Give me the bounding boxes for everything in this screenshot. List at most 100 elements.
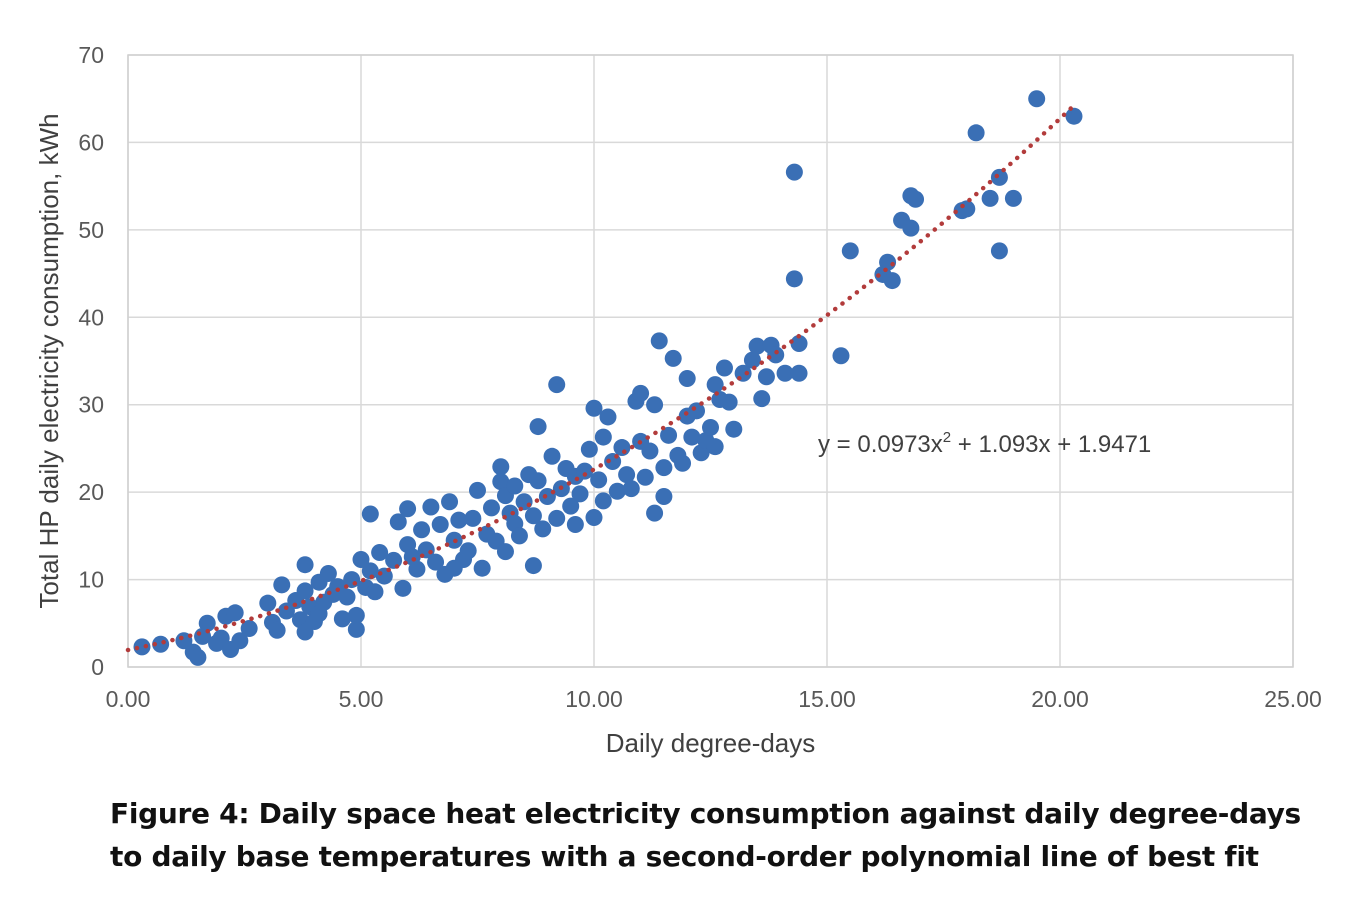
data-point [883, 272, 901, 290]
figure-caption: Figure 4: Daily space heat electricity c… [110, 792, 1330, 878]
data-point [981, 189, 999, 207]
data-point [482, 499, 500, 517]
data-point [548, 509, 566, 527]
data-point [590, 471, 608, 489]
y-tick-label: 30 [78, 392, 104, 418]
data-point [757, 368, 775, 386]
data-point [706, 376, 724, 394]
data-point [413, 521, 431, 539]
data-point [408, 560, 426, 578]
data-point [618, 466, 636, 484]
trendline-equation: y = 0.0973x2 + 1.093x + 1.9471 [818, 429, 1151, 458]
data-point [650, 332, 668, 350]
data-point [608, 482, 626, 500]
data-point [594, 492, 612, 510]
data-point [529, 472, 547, 490]
data-point [678, 369, 696, 387]
x-tick-label: 25.00 [1264, 686, 1322, 712]
data-point [790, 335, 808, 353]
y-tick-label: 10 [78, 567, 104, 593]
data-point [548, 376, 566, 394]
plot-area [127, 54, 1294, 668]
data-point [841, 242, 859, 260]
data-point [664, 349, 682, 367]
caption-line-1: Figure 4: Daily space heat electricity c… [110, 797, 1301, 830]
data-point [776, 364, 794, 382]
data-point [543, 447, 561, 465]
data-point [473, 559, 491, 577]
trendline-group [125, 103, 1077, 653]
data-point [720, 393, 738, 411]
data-point [226, 604, 244, 622]
data-point [459, 542, 477, 560]
data-point [361, 505, 379, 523]
scatter-chart: 0.00 5.00 10.00 15.00 20.00 25.00 0 10 20 30 40 50 6… [34, 42, 1322, 758]
data-point [422, 498, 440, 516]
x-axis-title: Daily degree-days [606, 728, 816, 758]
caption-line-2: to daily base temperatures with a second… [110, 840, 1259, 873]
data-point [352, 550, 370, 568]
data-point [767, 346, 785, 364]
data-point [907, 190, 925, 208]
data-point [394, 579, 412, 597]
data-point [319, 564, 337, 582]
data-point [338, 588, 356, 606]
data-point [296, 582, 314, 600]
data-point [385, 551, 403, 569]
data-point [510, 527, 528, 545]
data-point [585, 399, 603, 417]
data-point [725, 420, 743, 438]
data-point [743, 351, 761, 369]
data-point [785, 163, 803, 181]
data-point [268, 621, 286, 639]
data-point [450, 511, 468, 529]
y-axis-title: Total HP daily electricity consumption, … [34, 113, 64, 608]
data-point [389, 513, 407, 531]
trendline [125, 103, 1077, 653]
x-tick-label: 20.00 [1031, 686, 1089, 712]
data-point [464, 509, 482, 527]
y-tick-label: 40 [78, 304, 104, 330]
data-point [469, 481, 486, 499]
x-tick-label: 15.00 [798, 686, 856, 712]
data-point [832, 347, 850, 365]
data-point [674, 454, 692, 472]
x-tick-label: 0.00 [106, 686, 151, 712]
data-point [534, 520, 552, 538]
data-point [571, 485, 589, 503]
data-point [1065, 107, 1083, 125]
data-point [636, 468, 654, 486]
data-point [660, 426, 678, 444]
data-point [655, 488, 673, 506]
data-point [496, 543, 514, 561]
chart-svg: 0.00 5.00 10.00 15.00 20.00 25.00 0 10 20 30 40 50 6… [34, 42, 1322, 758]
data-point [688, 402, 706, 420]
data-point [562, 497, 580, 515]
data-point [506, 477, 524, 495]
data-point [515, 493, 533, 511]
data-point [273, 576, 291, 594]
data-point [967, 124, 985, 142]
data-point [1028, 90, 1046, 108]
data-point [427, 553, 445, 571]
data-point [594, 428, 612, 446]
data-point [646, 396, 664, 414]
tick-labels: 0.00 5.00 10.00 15.00 20.00 25.00 0 10 20 30 40 50 6… [78, 42, 1321, 712]
data-point [990, 168, 1008, 186]
data-point [580, 440, 598, 458]
data-point [441, 493, 459, 511]
y-tick-label: 0 [91, 654, 104, 680]
data-point [613, 439, 631, 457]
data-point [492, 473, 510, 491]
data-point [212, 629, 230, 647]
data-point [152, 635, 170, 653]
data-point [347, 606, 365, 624]
data-point [958, 200, 976, 218]
data-point [646, 504, 664, 522]
data-point [259, 594, 277, 612]
data-point [706, 438, 724, 456]
y-tick-label: 20 [78, 479, 104, 505]
data-point [790, 364, 808, 382]
data-point [240, 620, 258, 638]
data-point [524, 507, 542, 525]
